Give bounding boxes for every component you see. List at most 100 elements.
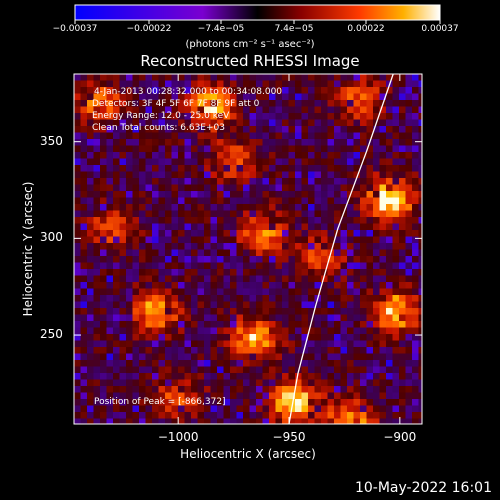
- heatmap-cell: [295, 295, 302, 302]
- heatmap-cell: [152, 236, 159, 244]
- heatmap-cell: [74, 158, 81, 166]
- heatmap-cell: [210, 353, 218, 361]
- heatmap-cell: [236, 230, 244, 237]
- heatmap-cell: [321, 204, 328, 211]
- heatmap-cell: [269, 165, 276, 172]
- heatmap-cell: [386, 139, 393, 146]
- heatmap-cell: [334, 119, 341, 127]
- heatmap-cell: [80, 204, 88, 211]
- heatmap-cell: [158, 314, 166, 322]
- heatmap-cell: [366, 347, 374, 354]
- x-tick-label: −1000: [157, 430, 199, 444]
- heatmap-cell: [412, 288, 419, 296]
- heatmap-cell: [139, 334, 146, 341]
- heatmap-cell: [282, 314, 289, 322]
- heatmap-cell: [405, 106, 413, 114]
- heatmap-cell: [353, 204, 361, 211]
- heatmap-cell: [262, 113, 270, 120]
- heatmap-cell: [80, 236, 88, 244]
- heatmap-cell: [269, 256, 276, 263]
- heatmap-cell: [74, 93, 81, 101]
- heatmap-cell: [74, 249, 81, 257]
- heatmap-cell: [217, 119, 224, 127]
- heatmap-cell: [373, 223, 380, 231]
- heatmap-cell: [217, 327, 224, 335]
- heatmap-cell: [282, 204, 289, 211]
- heatmap-cell: [243, 282, 250, 289]
- heatmap-cell: [230, 262, 237, 270]
- heatmap-cell: [353, 366, 361, 374]
- heatmap-cell: [74, 347, 81, 354]
- heatmap-cell: [204, 288, 211, 296]
- heatmap-cell: [145, 132, 153, 140]
- heatmap-cell: [418, 295, 422, 302]
- heatmap-cell: [145, 347, 153, 354]
- heatmap-cell: [314, 139, 322, 146]
- heatmap-cell: [158, 262, 166, 270]
- heatmap-cell: [249, 178, 257, 185]
- heatmap-cell: [191, 74, 198, 81]
- heatmap-cell: [230, 275, 237, 283]
- heatmap-cell: [321, 171, 328, 179]
- heatmap-cell: [223, 223, 231, 231]
- heatmap-cell: [243, 171, 250, 179]
- heatmap-cell: [184, 373, 192, 380]
- heatmap-cell: [93, 288, 101, 296]
- heatmap-cell: [139, 217, 146, 224]
- heatmap-cell: [379, 74, 387, 81]
- heatmap-cell: [178, 308, 185, 315]
- heatmap-cell: [269, 93, 276, 101]
- heatmap-cell: [165, 217, 172, 224]
- heatmap-cell: [418, 80, 422, 88]
- heatmap-cell: [191, 87, 198, 94]
- heatmap-cell: [119, 178, 127, 185]
- heatmap-cell: [139, 366, 146, 374]
- heatmap-cell: [360, 301, 367, 309]
- heatmap-cell: [308, 314, 315, 322]
- heatmap-cell: [340, 106, 348, 114]
- heatmap-cell: [197, 87, 205, 94]
- heatmap-cell: [152, 93, 159, 101]
- heatmap-cell: [80, 262, 88, 270]
- heatmap-cell: [386, 275, 393, 283]
- heatmap-cell: [171, 405, 179, 413]
- heatmap-cell: [269, 126, 276, 133]
- heatmap-cell: [347, 223, 354, 231]
- heatmap-cell: [93, 113, 101, 120]
- heatmap-cell: [295, 184, 302, 192]
- heatmap-cell: [399, 386, 406, 393]
- heatmap-cell: [249, 366, 257, 374]
- heatmap-cell: [113, 100, 120, 107]
- heatmap-cell: [152, 249, 159, 257]
- heatmap-cell: [308, 243, 315, 250]
- heatmap-cell: [301, 184, 309, 192]
- heatmap-cell: [74, 269, 81, 276]
- heatmap-cell: [327, 321, 335, 328]
- heatmap-cell: [262, 314, 270, 322]
- heatmap-cell: [392, 113, 400, 120]
- heatmap-cell: [132, 158, 140, 166]
- heatmap-cell: [113, 126, 120, 133]
- heatmap-cell: [249, 288, 257, 296]
- heatmap-cell: [275, 145, 283, 153]
- heatmap-cell: [74, 204, 81, 211]
- heatmap-cell: [223, 399, 231, 406]
- heatmap-cell: [347, 360, 354, 367]
- heatmap-cell: [256, 282, 263, 289]
- heatmap-cell: [243, 223, 250, 231]
- heatmap-cell: [334, 171, 341, 179]
- heatmap-cell: [379, 80, 387, 88]
- heatmap-cell: [80, 223, 88, 231]
- heatmap-cell: [399, 223, 406, 231]
- heatmap-cell: [74, 223, 81, 231]
- heatmap-cell: [100, 269, 107, 276]
- heatmap-cell: [113, 93, 120, 101]
- heatmap-cell: [405, 282, 413, 289]
- heatmap-cell: [93, 269, 101, 276]
- heatmap-cell: [366, 379, 374, 387]
- heatmap-cell: [353, 126, 361, 133]
- heatmap-cell: [165, 288, 172, 296]
- heatmap-cell: [165, 347, 172, 354]
- heatmap-cell: [132, 314, 140, 322]
